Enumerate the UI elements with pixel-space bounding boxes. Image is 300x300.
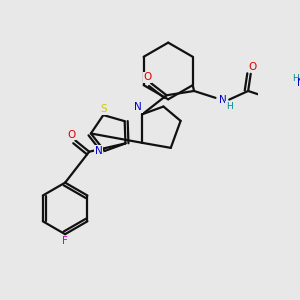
Text: O: O bbox=[68, 130, 76, 140]
Text: N: N bbox=[95, 146, 102, 156]
Text: H: H bbox=[292, 74, 299, 82]
Text: S: S bbox=[100, 104, 106, 114]
Text: O: O bbox=[143, 72, 152, 82]
Text: O: O bbox=[248, 62, 256, 72]
Text: H: H bbox=[226, 102, 232, 111]
Text: N: N bbox=[134, 102, 142, 112]
Text: N: N bbox=[297, 78, 300, 88]
Text: F: F bbox=[62, 236, 68, 246]
Text: N: N bbox=[218, 95, 226, 105]
